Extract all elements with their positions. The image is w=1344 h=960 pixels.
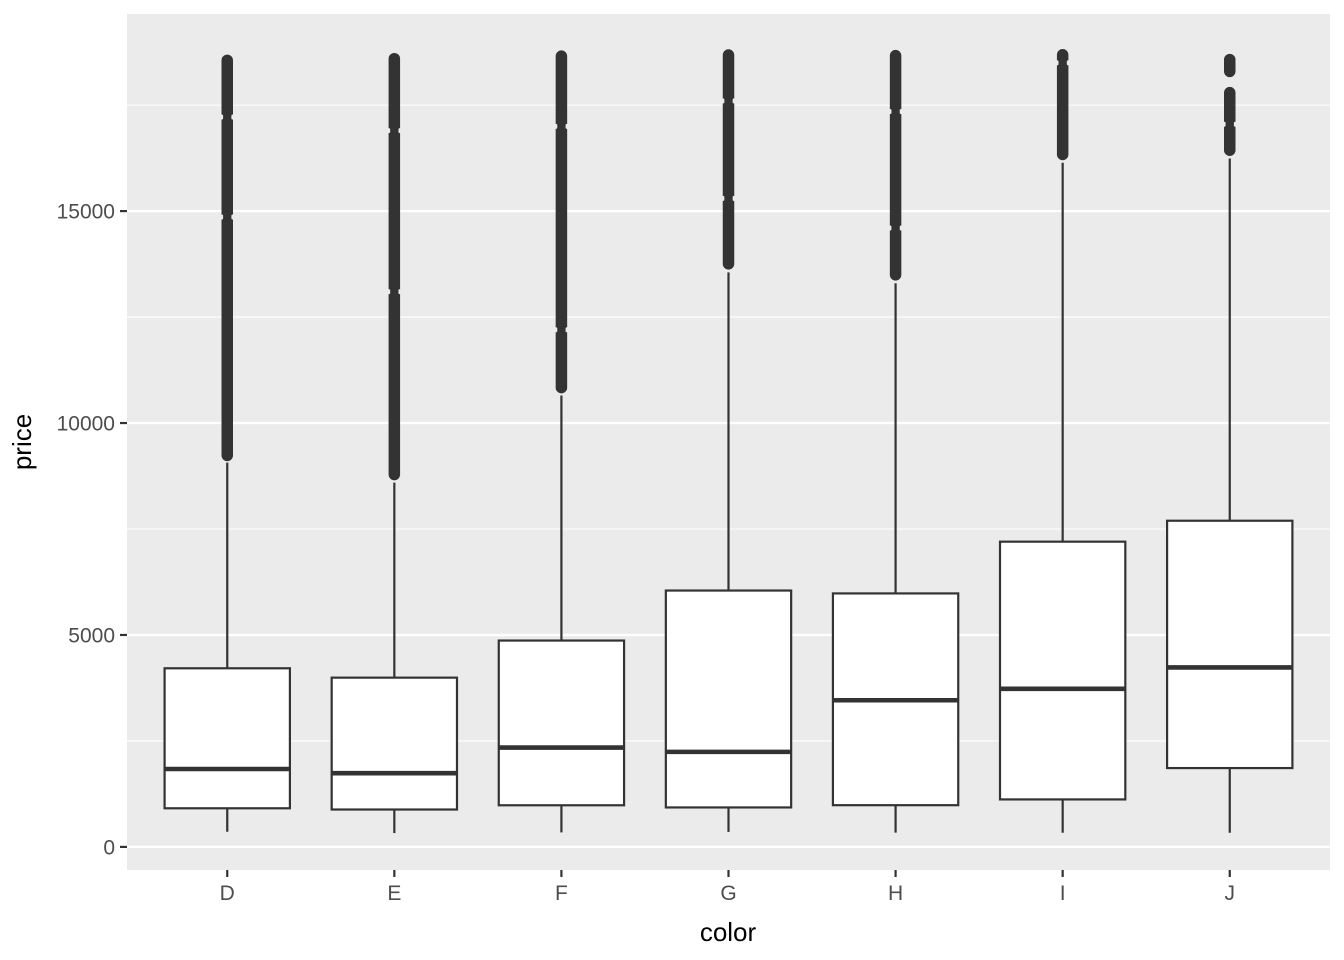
boxplots-group	[163, 49, 1294, 834]
outlier-stack-pinch	[1066, 60, 1070, 66]
x-axis-title: color	[700, 917, 757, 947]
boxplot-F	[497, 50, 626, 833]
outlier-stack-pinch	[565, 327, 569, 333]
outlier-stack-pinch	[732, 98, 736, 104]
iqr-box-F	[497, 639, 626, 807]
outlier-stack-pinch	[899, 108, 903, 114]
outlier-stack-pinch	[721, 195, 725, 201]
outlier-stack-pinch	[398, 128, 402, 134]
outlier-stack-pinch	[220, 114, 224, 120]
outlier-stack-pinch	[888, 225, 892, 231]
outlier-stack-pinch	[721, 98, 725, 104]
x-tick-label-D: D	[220, 882, 235, 905]
axis-tick-marks	[120, 209, 1231, 877]
outlier-stack-pinch	[888, 108, 892, 114]
outlier-stack-pinch	[398, 289, 402, 295]
x-tick-label-E: E	[387, 882, 401, 905]
boxplot-D	[163, 54, 292, 832]
iqr-box-E	[330, 676, 459, 811]
x-tick-label-I: I	[1060, 882, 1066, 905]
outlier-stack-pinch	[387, 128, 391, 134]
boxplot-I	[998, 49, 1127, 833]
boxplot-G	[664, 49, 793, 832]
boxplot-E	[330, 52, 459, 834]
outlier-stack-pinch	[387, 289, 391, 295]
x-tick-label-F: F	[555, 882, 568, 905]
outlier-stack-pinch	[231, 214, 234, 220]
y-tick-label-5000: 5000	[68, 624, 115, 647]
outlier-stack-pinch	[231, 114, 234, 120]
outlier-stack-pinch	[565, 123, 569, 129]
y-tick-label-10000: 10000	[57, 413, 115, 436]
y-tick-label-0: 0	[103, 836, 115, 859]
axis-tick-labels: 0 5000 10000 15000 D E F G H I J	[57, 201, 1235, 905]
x-tick-label-H: H	[888, 882, 903, 905]
outlier-stack-pinch	[1233, 121, 1237, 127]
iqr-box-G	[664, 589, 793, 809]
iqr-box-D	[163, 667, 292, 810]
outlier-stack-pinch	[899, 225, 903, 231]
outlier-stack-pinch	[1223, 121, 1226, 127]
outlier-stack-pinch	[554, 123, 558, 129]
outlier-stack-pinch	[554, 327, 558, 333]
iqr-box-I	[998, 540, 1127, 801]
outlier-stack-pinch	[1055, 60, 1059, 66]
y-tick-label-15000: 15000	[57, 201, 115, 224]
iqr-box-J	[1165, 519, 1294, 770]
y-axis-title: price	[7, 414, 37, 470]
boxplot-H	[831, 49, 960, 833]
outlier-stack-pinch	[220, 214, 224, 220]
boxplot-J	[1165, 53, 1294, 833]
outlier-stack-pinch	[732, 195, 736, 201]
x-tick-label-J: J	[1225, 882, 1236, 905]
x-tick-label-G: G	[720, 882, 736, 905]
